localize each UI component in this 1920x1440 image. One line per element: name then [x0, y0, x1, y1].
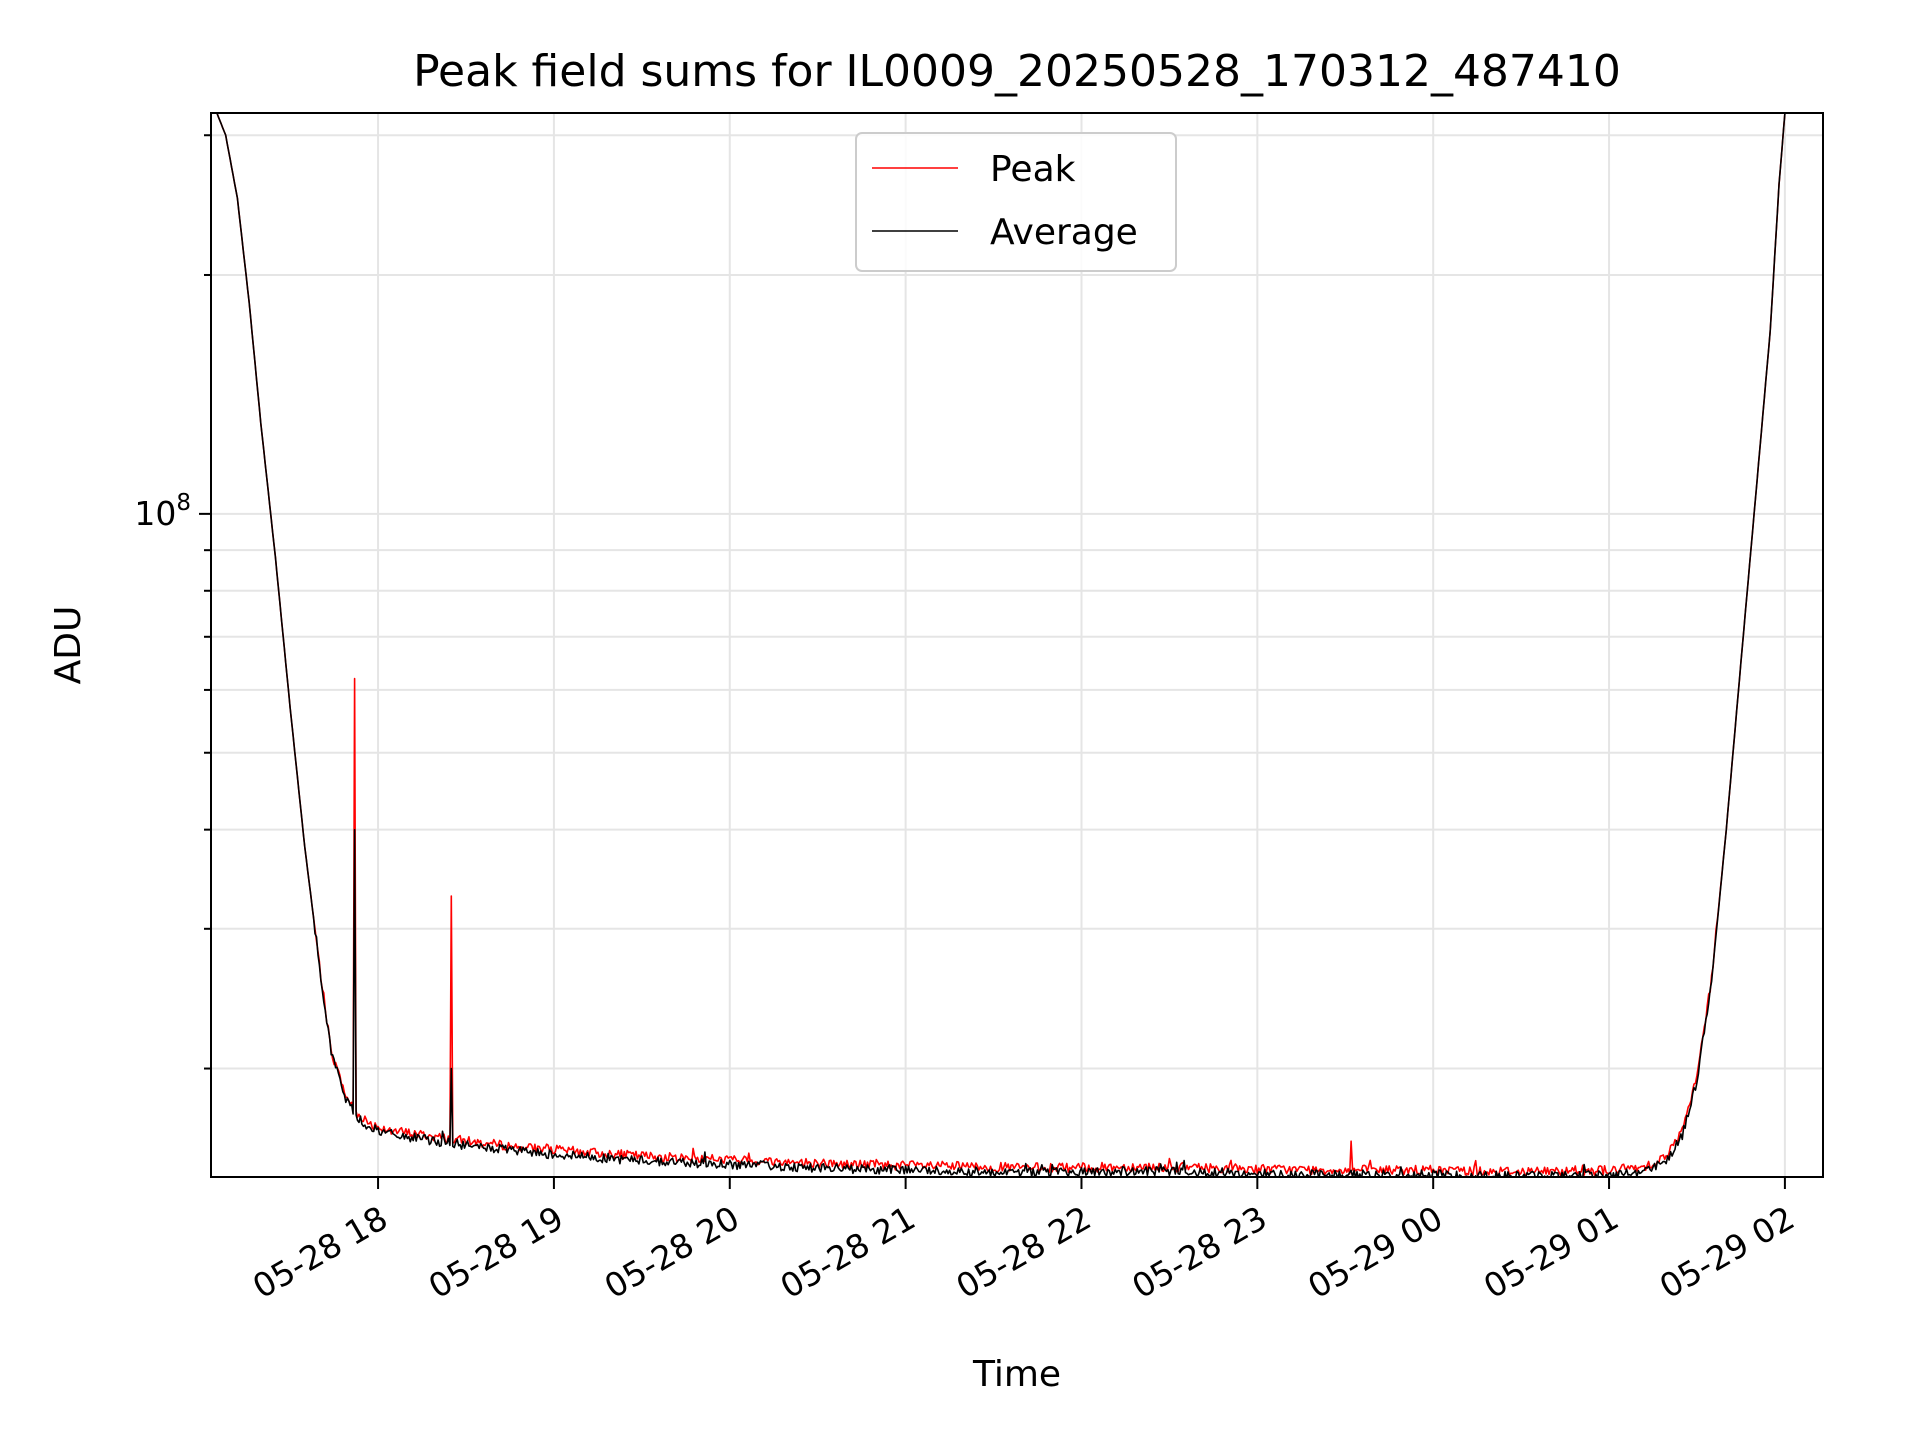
x-axis-label: Time [972, 1354, 1061, 1395]
legend-label-peak: Peak [990, 149, 1076, 190]
y-axis-label: ADU [48, 606, 89, 685]
legend-label-average: Average [990, 212, 1138, 253]
series-line-peak [216, 113, 1786, 1177]
axes-frame [210, 112, 1824, 1178]
chart-title: Peak field sums for IL0009_20250528_1703… [413, 46, 1621, 97]
plot-area [216, 113, 1786, 1177]
legend: Peak Average [855, 132, 1177, 272]
series-line-average [216, 113, 1786, 1177]
grid-lines [211, 113, 1823, 1177]
y-tick-label-exponent: 8 [176, 490, 191, 516]
